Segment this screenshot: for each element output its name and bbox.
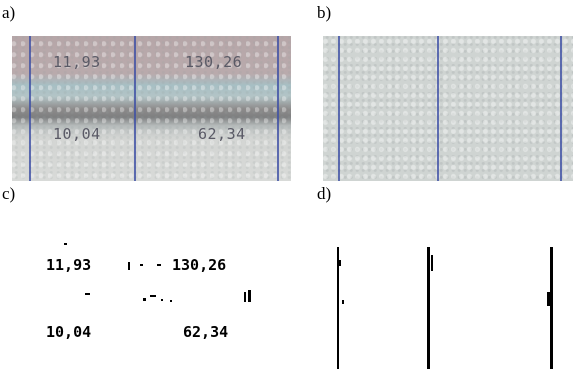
noise-speck	[170, 300, 172, 302]
panel-label-c: c)	[2, 184, 16, 203]
cell-value: 130,26	[185, 53, 243, 71]
table-rule-line	[29, 36, 31, 181]
noise-speck	[244, 292, 246, 302]
ruling-lines-image	[323, 36, 573, 181]
noise-speck	[161, 299, 163, 301]
noise-speck	[85, 293, 90, 295]
noise-speck	[342, 300, 344, 304]
binarized-lines-image	[323, 230, 573, 370]
panel-label-d: d)	[317, 184, 332, 203]
cell-value: 10,04	[46, 323, 92, 341]
noise-speck	[128, 262, 130, 270]
table-rule-line	[338, 36, 340, 181]
noise-speck	[150, 295, 156, 297]
scan-original-image: 11,93 130,26 10,04 62,34	[12, 36, 291, 181]
cell-value: 62,34	[183, 323, 229, 341]
panel-label-a: a)	[2, 3, 16, 22]
rule-line	[550, 247, 553, 369]
table-rule-line	[560, 36, 562, 181]
noise-speck	[339, 260, 341, 266]
noise-speck	[140, 264, 143, 266]
rule-line	[337, 247, 339, 369]
binarized-text-image: 11,93 130,26 10,04 62,34	[12, 230, 291, 370]
rule-line	[427, 247, 430, 369]
cell-value: 11,93	[53, 53, 101, 71]
cell-value: 11,93	[46, 256, 92, 274]
cell-value: 62,34	[198, 125, 246, 143]
table-rule-line	[277, 36, 279, 181]
noise-speck	[64, 243, 67, 245]
noise-speck	[547, 292, 551, 306]
noise-speck	[143, 298, 146, 301]
noise-speck	[248, 290, 251, 302]
table-rule-line	[134, 36, 136, 181]
table-rule-line	[437, 36, 439, 181]
cell-value: 10,04	[53, 125, 101, 143]
cell-value: 130,26	[172, 256, 227, 274]
noise-speck	[157, 264, 161, 266]
noise-speck	[431, 255, 433, 271]
panel-label-b: b)	[317, 3, 332, 22]
